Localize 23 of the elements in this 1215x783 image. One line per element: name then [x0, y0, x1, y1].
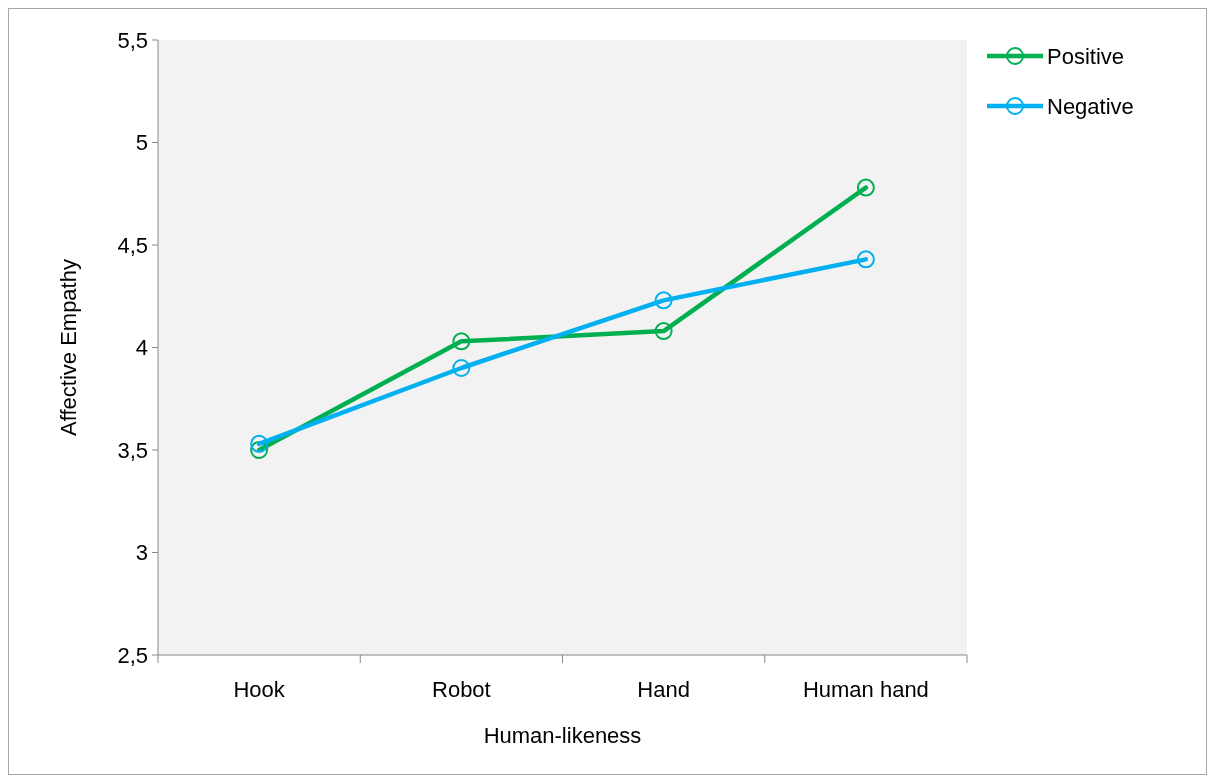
- legend-label: Positive: [1047, 43, 1125, 69]
- x-tick-label: Robot: [432, 677, 491, 702]
- y-tick-label: 3: [135, 540, 148, 566]
- point: [654, 291, 673, 310]
- y-tick-label: 4: [135, 335, 148, 361]
- legend-label: Negative: [1047, 93, 1134, 119]
- x-tick-label: Hook: [233, 677, 286, 702]
- y-axis-title: Affective Empathy: [56, 259, 81, 436]
- point: [856, 178, 875, 197]
- point: [452, 359, 471, 377]
- x-axis-title: Human-likeness: [483, 723, 642, 748]
- point: [250, 441, 269, 459]
- y-tick-label: 5: [135, 130, 148, 156]
- point: [452, 332, 471, 351]
- y-tick-label: 2,5: [117, 642, 148, 668]
- point: [250, 434, 269, 453]
- y-tick-label: 5,5: [117, 27, 148, 53]
- y-tick-label: 4,5: [117, 232, 148, 258]
- point: [856, 250, 875, 269]
- point: [654, 322, 673, 341]
- x-tick-label: Hand: [637, 677, 690, 702]
- y-tick-label: 3,5: [117, 437, 148, 463]
- x-tick-label: Human hand: [802, 677, 929, 702]
